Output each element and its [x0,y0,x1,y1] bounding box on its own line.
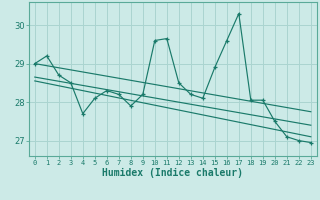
X-axis label: Humidex (Indice chaleur): Humidex (Indice chaleur) [102,168,243,178]
